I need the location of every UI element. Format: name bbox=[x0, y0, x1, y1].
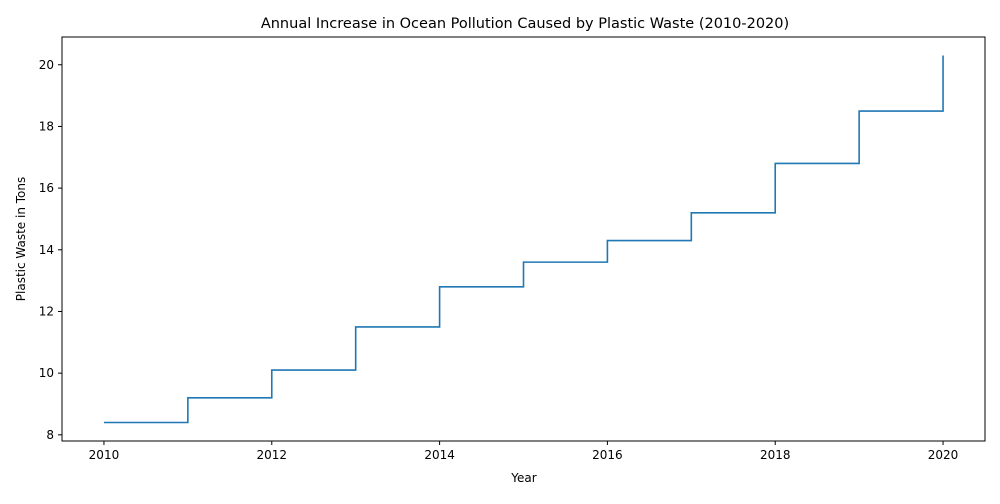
y-tick-label: 12 bbox=[39, 304, 54, 318]
y-tick-label: 16 bbox=[39, 181, 54, 195]
plot-area-frame bbox=[61, 36, 986, 442]
x-tick-label: 2014 bbox=[424, 448, 455, 462]
y-tick-label: 10 bbox=[39, 366, 54, 380]
x-tick-label: 2016 bbox=[592, 448, 623, 462]
series-layer bbox=[103, 55, 944, 424]
y-tick-label: 20 bbox=[39, 58, 54, 72]
y-tick-label: 18 bbox=[39, 119, 54, 133]
y-tick-label: 8 bbox=[46, 428, 54, 442]
x-tick-label: 2010 bbox=[89, 448, 120, 462]
x-axis-ticks: 2010 2012 2014 2016 2018 2020 bbox=[89, 441, 959, 462]
x-tick-label: 2018 bbox=[760, 448, 791, 462]
x-tick-label: 2020 bbox=[928, 448, 959, 462]
y-axis-label: Plastic Waste in Tons bbox=[14, 177, 28, 301]
y-tick-label: 14 bbox=[39, 243, 54, 257]
x-tick-label: 2012 bbox=[256, 448, 287, 462]
x-axis-label: Year bbox=[510, 471, 536, 485]
chart-title: Annual Increase in Ocean Pollution Cause… bbox=[261, 16, 789, 32]
y-axis-ticks: 8 10 12 14 16 18 20 bbox=[39, 58, 62, 442]
series-step-line bbox=[103, 55, 944, 424]
